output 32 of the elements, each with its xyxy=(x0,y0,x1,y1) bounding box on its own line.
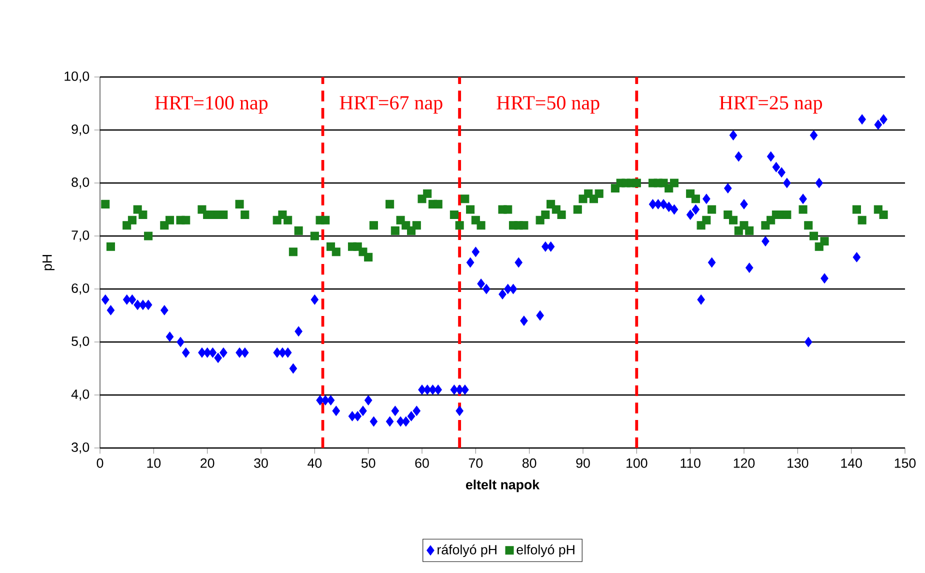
x-axis-title: eltelt napok xyxy=(466,480,540,492)
x-tick-label: 120 xyxy=(734,458,755,468)
annotation: HRT=100 nap xyxy=(154,96,268,114)
y-tick-label: 6,0 xyxy=(72,283,90,295)
y-tick-label: 5,0 xyxy=(72,336,90,348)
x-tick-label: 40 xyxy=(308,458,322,468)
legend-label: elfolyó pH xyxy=(516,544,574,558)
y-tick-label: 9,0 xyxy=(72,124,90,136)
y-tick-label: 10,0 xyxy=(64,71,90,83)
x-tick-label: 70 xyxy=(468,458,483,468)
x-tick-label: 140 xyxy=(841,458,862,468)
annotation: HRT=67 nap xyxy=(340,96,442,114)
x-tick-label: 60 xyxy=(415,458,429,468)
y-axis-title: pH xyxy=(42,255,54,270)
x-tick-label: 110 xyxy=(680,458,700,468)
x-tick-label: 150 xyxy=(894,458,916,468)
x-tick-label: 0 xyxy=(96,458,104,468)
annotation: HRT=50 nap xyxy=(496,96,600,114)
annotation: HRT=25 nap xyxy=(719,96,822,114)
y-tick-label: 3,0 xyxy=(72,442,90,454)
x-tick-label: 80 xyxy=(522,458,536,468)
x-tick-label: 100 xyxy=(626,458,648,468)
legend-label: ráfolyó pH xyxy=(438,544,496,558)
x-tick-label: 10 xyxy=(147,458,161,468)
y-tick-label: 7,0 xyxy=(72,230,90,242)
y-tick-label: 8,0 xyxy=(72,177,90,189)
x-tick-label: 130 xyxy=(788,458,808,468)
y-tick-label: 4,0 xyxy=(71,389,90,401)
x-tick-label: 20 xyxy=(200,458,214,468)
x-tick-label: 90 xyxy=(576,458,590,468)
x-tick-label: 30 xyxy=(254,458,268,468)
x-tick-label: 50 xyxy=(361,458,376,468)
